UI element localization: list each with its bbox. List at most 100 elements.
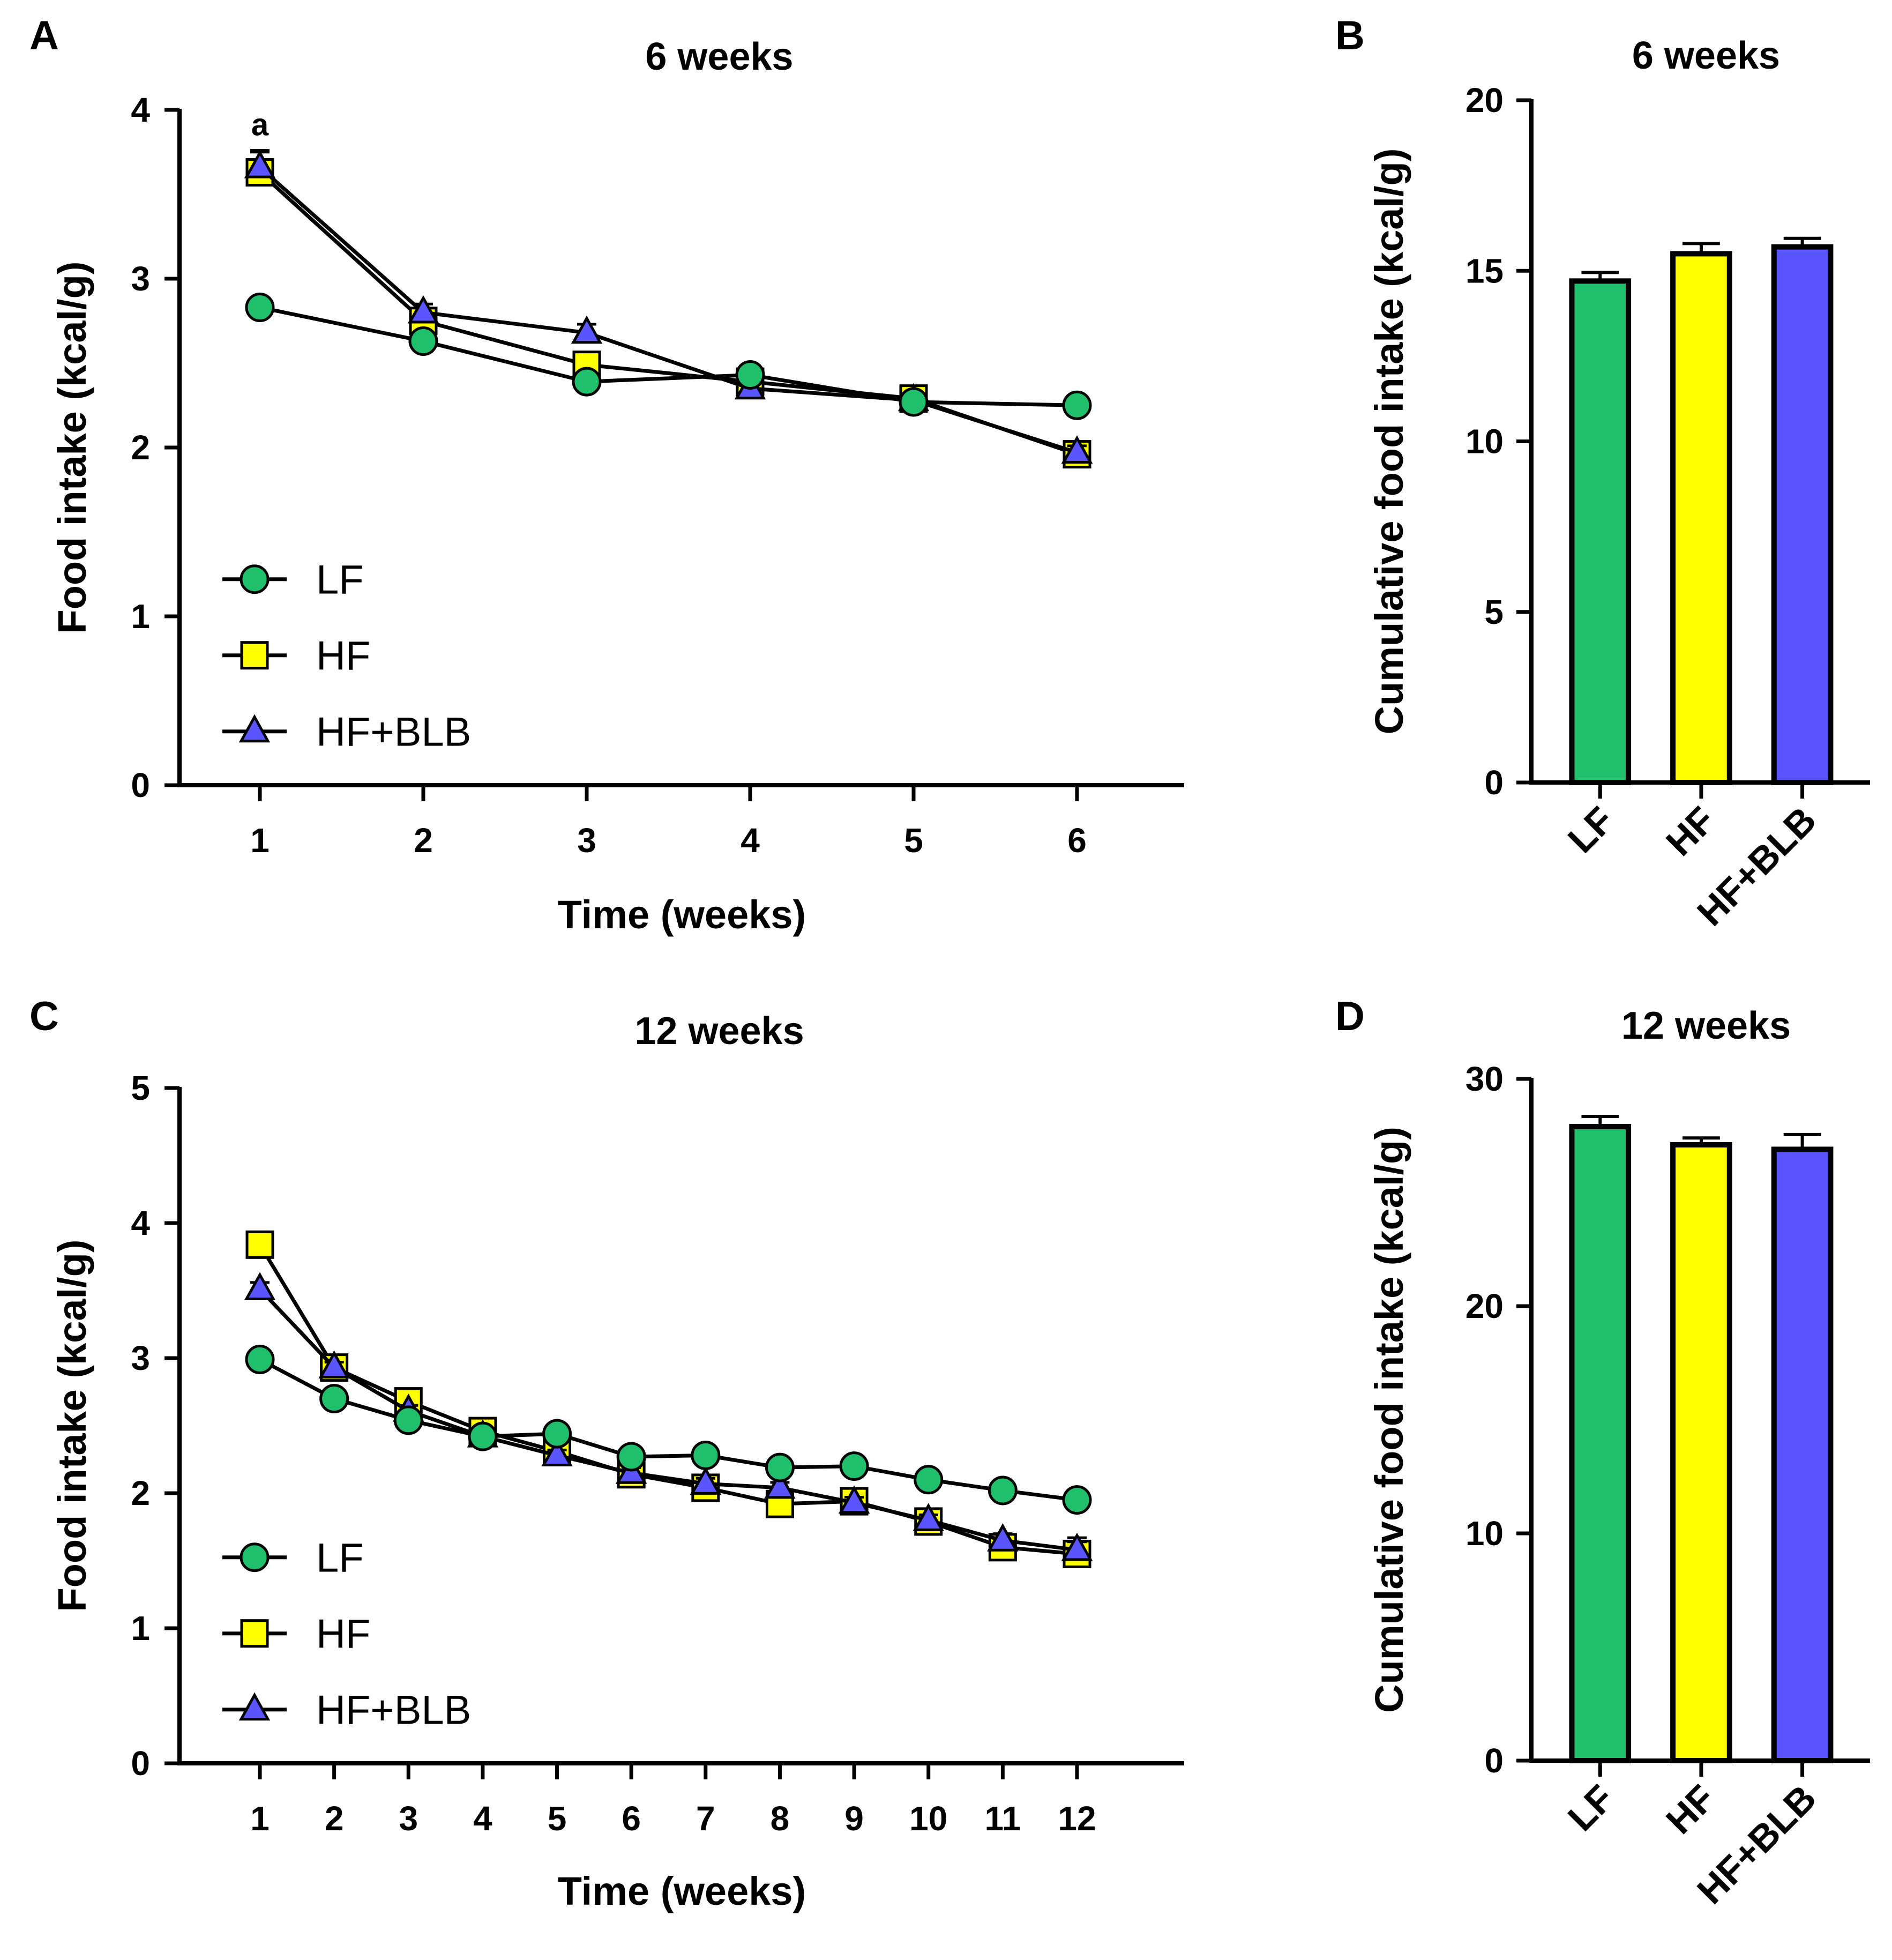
x-tick-label: 6: [622, 1799, 641, 1838]
panel-letter-d: D: [1335, 994, 1365, 1039]
y-tick-label: 2: [131, 428, 150, 467]
y-tick-label: 5: [131, 1069, 150, 1107]
y-tick-label: 15: [1465, 251, 1504, 290]
x-tick-label-hf: HF: [1658, 799, 1723, 863]
data-point-lf: [691, 1440, 721, 1470]
legend-marker-circle: [240, 564, 270, 594]
x-tick-label: 5: [548, 1799, 567, 1838]
x-tick-label: 6: [1067, 821, 1087, 860]
series-hf-blb: [244, 1272, 1093, 1561]
chart-title: 12 weeks: [1621, 1004, 1791, 1047]
annotation-label: a: [251, 107, 269, 142]
data-point-hf-blb: [838, 1485, 870, 1514]
legend-marker-circle: [240, 1542, 270, 1573]
y-tick-label: 2: [131, 1474, 150, 1512]
series-line-hf-blb: [258, 1288, 1078, 1552]
series-line-lf: [259, 305, 1078, 407]
data-point-lf: [319, 1384, 349, 1414]
data-point-hf-blb: [1061, 1532, 1093, 1561]
legend-item-hf: HF: [222, 1612, 370, 1657]
legend-label: HF+BLB: [316, 710, 471, 755]
x-tick-label: 1: [250, 821, 270, 860]
y-tick-label: 0: [131, 1744, 150, 1783]
legend-marker-square: [240, 641, 269, 670]
x-tick-label: 5: [904, 821, 923, 860]
x-tick-label: 12: [1058, 1799, 1096, 1838]
bar-lf: [1569, 278, 1632, 785]
data-point-hf-blb: [987, 1523, 1019, 1552]
data-point-lf: [542, 1419, 572, 1449]
data-point-lf: [914, 1465, 944, 1495]
y-tick-label: 1: [131, 597, 150, 636]
x-tick-label: 7: [696, 1799, 715, 1838]
x-tick-label: 11: [985, 1799, 1021, 1838]
data-point-hf-blb: [244, 1272, 276, 1300]
bar-lf: [1569, 1124, 1632, 1763]
data-point-hf-blb: [318, 1350, 350, 1379]
y-tick-label: 10: [1465, 422, 1504, 461]
x-tick-label: 1: [250, 1799, 270, 1838]
legend-item-hf: HF: [222, 634, 370, 679]
y-tick-label: 30: [1465, 1060, 1504, 1098]
y-tick-label: 0: [1484, 763, 1504, 802]
x-tick-label: 9: [844, 1799, 864, 1838]
y-tick-label: 0: [131, 766, 150, 804]
series-line-hf: [258, 1243, 1078, 1556]
data-point-lf: [572, 367, 602, 397]
data-point-hf-blb: [571, 315, 603, 344]
series-hf: [245, 1230, 1091, 1568]
y-axis-title: Food intake (kcal/g): [50, 262, 94, 634]
legend-marker-triangle: [238, 714, 271, 743]
y-axis-title: Cumulative food intake (kcal/g): [1367, 1127, 1411, 1713]
y-axis-title: Cumulative food intake (kcal/g): [1367, 148, 1411, 735]
x-tick-label: 4: [741, 821, 760, 860]
x-tick-label: 10: [909, 1799, 947, 1838]
data-point-hf-blb: [407, 295, 439, 324]
legend-item-hf-blb: HF+BLB: [222, 1688, 471, 1733]
data-point-hf-blb: [244, 150, 276, 178]
data-point-lf: [468, 1421, 498, 1451]
x-tick-label: 3: [399, 1799, 418, 1838]
panel-d: D 12 weeks 0 10 20 30 Cumulative food intake …: [1335, 994, 1870, 1912]
y-tick-label: 10: [1465, 1514, 1504, 1553]
bar-hf-blb: [1771, 1146, 1834, 1763]
series-hf: [245, 151, 1091, 469]
bar-hf-blb: [1771, 244, 1834, 785]
y-tick-label: 5: [1484, 593, 1504, 631]
data-point-lf: [765, 1452, 795, 1482]
bar-hf: [1670, 1142, 1732, 1763]
y-tick-label: 3: [131, 1339, 150, 1377]
x-axis-title: Time (weeks): [558, 892, 806, 937]
data-point-lf: [735, 360, 765, 390]
x-tick-label-hf: HF: [1658, 1777, 1723, 1842]
data-point-lf: [393, 1405, 423, 1435]
data-point-lf: [245, 293, 275, 323]
y-tick-label: 3: [131, 259, 150, 298]
y-axis-title: Food intake (kcal/g): [50, 1240, 94, 1612]
bar-hf: [1670, 251, 1732, 785]
x-tick-label-lf: LF: [1560, 1777, 1622, 1839]
legend-item-lf: LF: [222, 557, 364, 603]
panel-a: A 6 weeks 0 1 2 3 4 Food intake (kcal/g) 1 2 3 4 5 6…: [29, 13, 1184, 937]
chart-title: 6 weeks: [1632, 34, 1780, 77]
y-tick-label: 0: [1484, 1741, 1504, 1780]
series-line-hf-blb: [258, 166, 1078, 454]
data-point-lf: [1062, 390, 1092, 420]
data-point-lf: [839, 1451, 869, 1481]
legend-label: HF: [316, 634, 370, 679]
x-axis-title: Time (weeks): [558, 1869, 806, 1913]
y-tick-label: 1: [131, 1609, 150, 1648]
legend-item-lf: LF: [222, 1536, 364, 1581]
legend-marker-square: [240, 1619, 269, 1648]
panel-letter-c: C: [29, 994, 59, 1039]
data-point-hf-blb: [1061, 435, 1093, 464]
data-point-lf: [988, 1475, 1018, 1506]
legend-label: HF+BLB: [316, 1688, 471, 1733]
y-tick-label: 20: [1465, 81, 1504, 120]
y-tick-label: 4: [131, 91, 150, 129]
y-tick-label: 20: [1465, 1287, 1504, 1325]
chart-title: 12 weeks: [634, 1010, 804, 1053]
data-point-hf-blb: [690, 1466, 722, 1495]
chart-title: 6 weeks: [645, 35, 793, 78]
